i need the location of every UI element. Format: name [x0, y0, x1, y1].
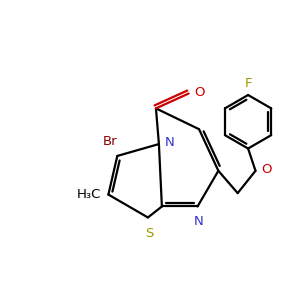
Text: N: N — [164, 136, 174, 149]
Text: F: F — [244, 77, 252, 90]
Text: O: O — [194, 85, 205, 98]
Text: H₃C: H₃C — [76, 188, 101, 201]
Text: Br: Br — [103, 135, 117, 148]
Text: O: O — [261, 163, 272, 176]
Text: N: N — [194, 215, 204, 228]
Text: S: S — [145, 227, 154, 240]
